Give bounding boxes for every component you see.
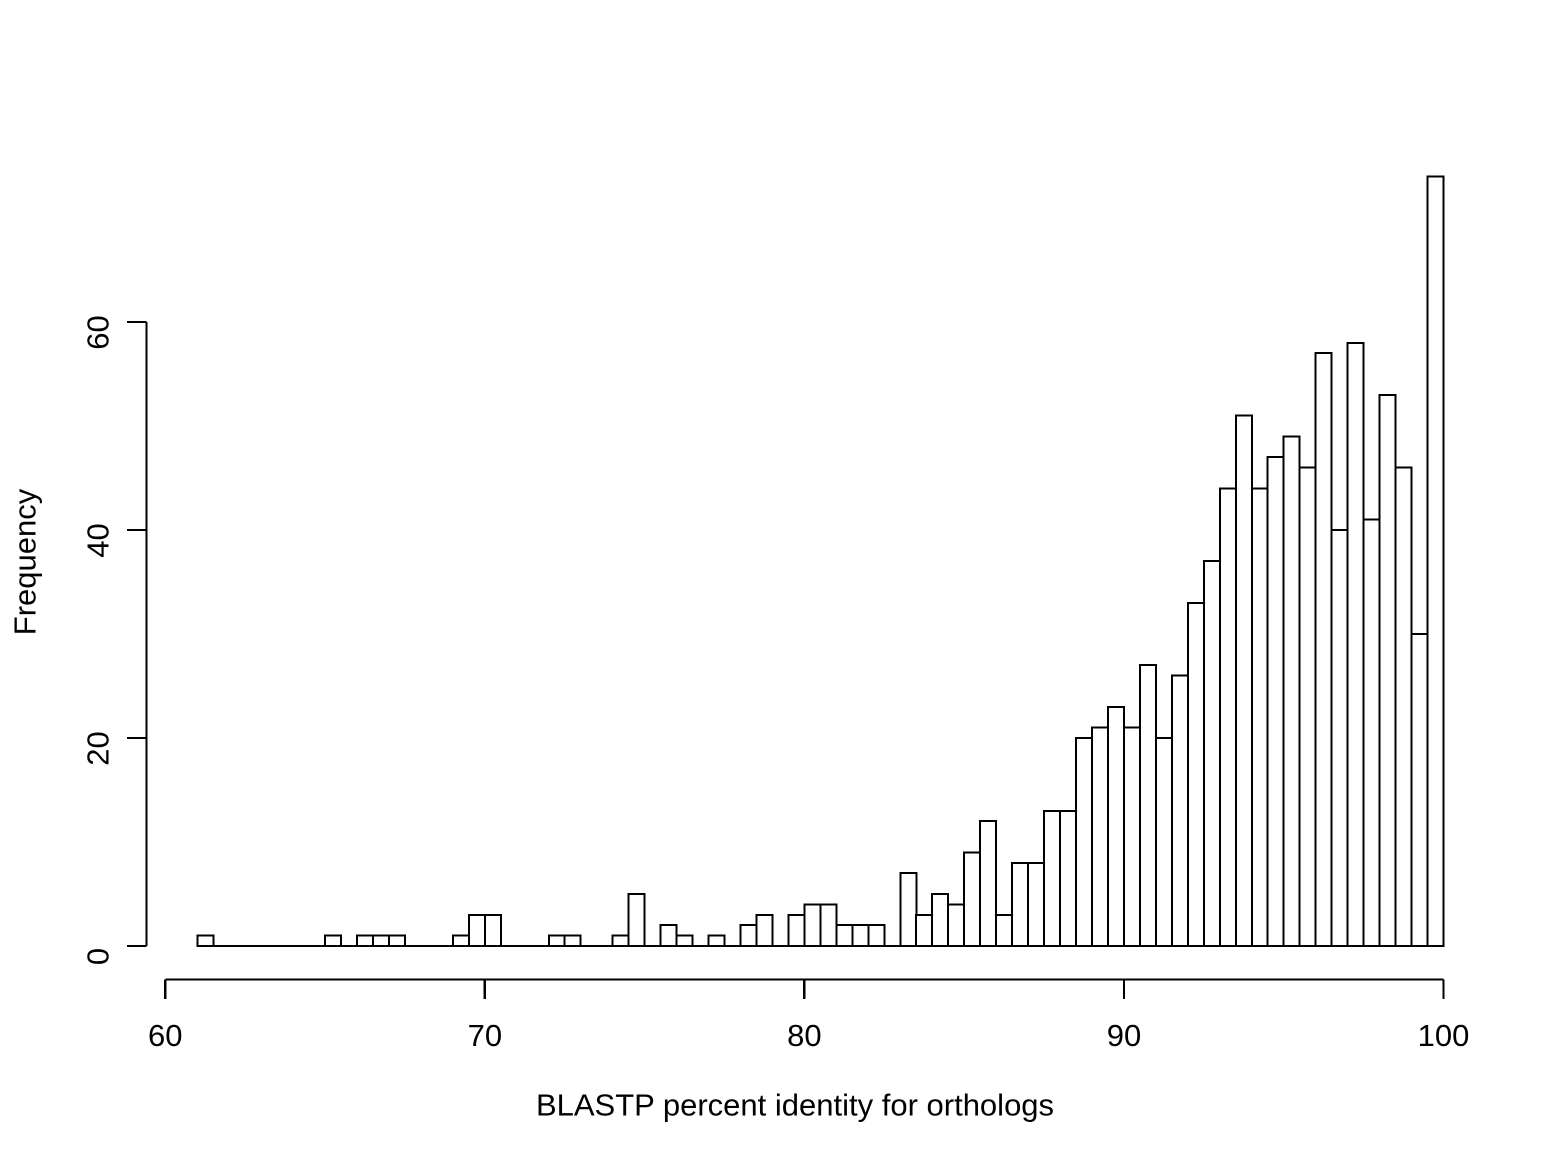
histogram-bar — [1154, 737, 1173, 947]
histogram-bar — [835, 924, 854, 948]
histogram-bar — [372, 934, 390, 947]
histogram-bar — [1330, 529, 1349, 947]
histogram-bar — [755, 913, 774, 947]
histogram-bar — [1107, 705, 1125, 947]
histogram-bar — [707, 934, 726, 947]
histogram-bar — [1218, 487, 1237, 947]
x-tick-label: 60 — [148, 1018, 182, 1053]
histogram-bar — [979, 820, 998, 948]
histogram-bar — [867, 924, 886, 948]
histogram-bar — [1059, 809, 1077, 947]
histogram-bar — [1075, 737, 1093, 947]
histogram-bar — [1362, 518, 1381, 947]
histogram-bar — [1234, 414, 1253, 948]
histogram-bar — [467, 913, 486, 947]
histogram-bar — [196, 934, 215, 947]
histogram-bar — [324, 934, 343, 947]
histogram-bar — [1298, 466, 1317, 947]
histogram-bar — [1346, 341, 1365, 947]
histogram-bar — [1202, 560, 1221, 947]
histogram-bar — [1186, 601, 1205, 947]
histogram-bar — [1282, 435, 1301, 947]
histogram-bar — [659, 924, 678, 948]
histogram-bar — [1027, 861, 1046, 947]
histogram-bar — [803, 903, 822, 948]
histogram-bar — [563, 934, 582, 947]
histogram-bar — [915, 913, 934, 947]
histogram-bar — [963, 851, 982, 948]
histogram-bar — [995, 913, 1014, 947]
y-axis-title: Frequency — [7, 488, 43, 636]
histogram-bar — [627, 893, 646, 947]
histogram-bar — [675, 934, 694, 947]
x-tick-label: 70 — [468, 1018, 502, 1053]
histogram-bar — [1378, 393, 1397, 947]
histogram-bar — [819, 903, 838, 948]
x-tick-label: 80 — [787, 1018, 821, 1053]
histogram-bar — [1410, 633, 1429, 947]
histogram-bar — [451, 934, 470, 947]
histogram-bar — [483, 913, 502, 947]
histogram-bar — [787, 913, 806, 947]
histogram-bar — [1426, 175, 1445, 947]
histogram-bar — [1266, 456, 1285, 947]
histogram-bar — [356, 934, 374, 947]
x-tick-label: 90 — [1107, 1018, 1141, 1053]
histogram-bar — [851, 924, 870, 948]
y-tick-label: 60 — [81, 315, 116, 349]
y-tick-label: 0 — [81, 948, 116, 965]
histogram-bar — [1170, 674, 1189, 947]
histogram-bar — [931, 893, 950, 947]
x-tick-label: 100 — [1418, 1018, 1470, 1053]
histogram-bar — [611, 934, 630, 947]
histogram-bar — [899, 872, 918, 948]
histogram-bar — [1394, 466, 1413, 947]
histogram-bar — [1091, 726, 1109, 947]
y-tick-label: 40 — [81, 523, 116, 557]
histogram-bar — [739, 924, 758, 948]
histogram-bar — [1138, 664, 1157, 947]
x-axis-title: BLASTP percent identity for orthologs — [535, 1087, 1055, 1123]
histogram-bar — [1123, 726, 1141, 947]
histogram-bar — [1011, 861, 1030, 947]
histogram-bar — [947, 903, 966, 948]
histogram-bar — [1314, 352, 1333, 947]
histogram-bar — [1043, 809, 1062, 947]
histogram-bar — [547, 934, 566, 947]
histogram-bar — [1250, 487, 1269, 947]
histogram-bar — [388, 934, 406, 947]
y-tick-label: 20 — [81, 731, 116, 765]
